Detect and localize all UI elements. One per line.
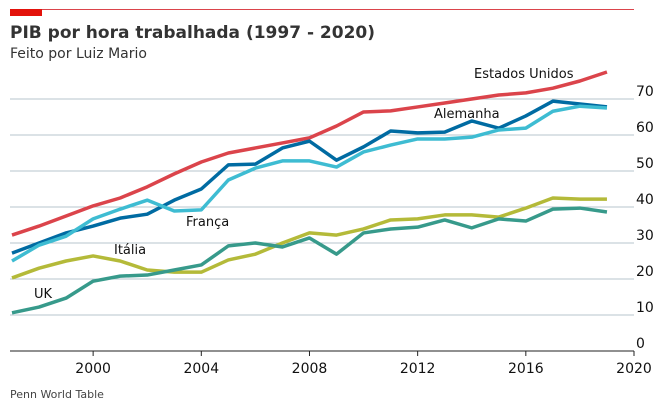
y-tick-label: 20 (636, 264, 654, 280)
series-label: Alemanha (434, 107, 500, 122)
chart-subtitle: Feito por Luiz Mario (10, 46, 147, 62)
series-label: Itália (114, 243, 146, 258)
header-tag (10, 9, 42, 16)
y-tick-label: 40 (636, 192, 654, 208)
x-tick-label: 2016 (508, 361, 544, 377)
chart-title: PIB por hora trabalhada (1997 - 2020) (10, 23, 375, 43)
y-tick-label: 0 (636, 336, 645, 352)
x-tick-label: 2008 (292, 361, 328, 377)
y-tick-label: 60 (636, 120, 654, 136)
y-tick-label: 10 (636, 300, 654, 316)
source: Penn World Table (10, 388, 104, 401)
series-line (11, 196, 607, 280)
x-tick-label: 2000 (75, 361, 111, 377)
series-label: UK (34, 287, 53, 302)
series-line (11, 70, 608, 237)
y-tick-label: 70 (636, 84, 654, 100)
x-tick-label: 2012 (400, 361, 436, 377)
series-label: Estados Unidos (474, 67, 574, 82)
x-tick-label: 2020 (616, 361, 652, 377)
series-label: França (186, 215, 229, 230)
series-line (11, 206, 608, 315)
y-tick-label: 30 (636, 228, 654, 244)
series-line (11, 99, 608, 255)
x-tick-label: 2004 (183, 361, 219, 377)
series-line (11, 104, 608, 263)
y-tick-label: 50 (636, 156, 654, 172)
